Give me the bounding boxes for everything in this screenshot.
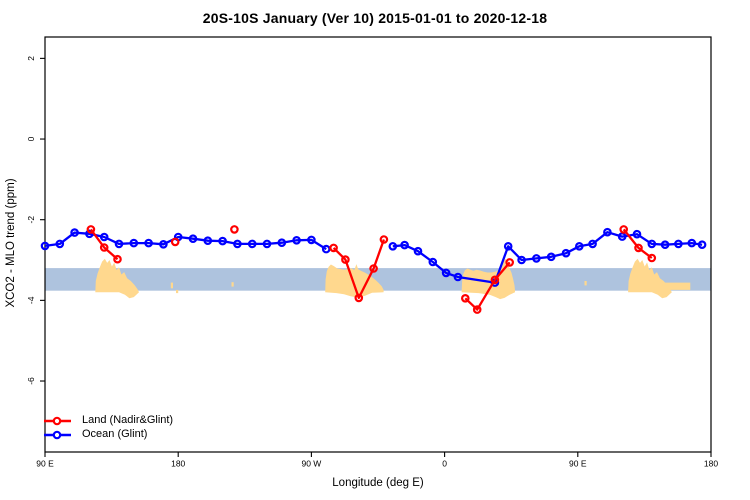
- ocean-point: [561, 248, 571, 258]
- ocean-point: [428, 257, 438, 267]
- ocean-point: [159, 240, 168, 249]
- land-mass-patch: [170, 282, 173, 289]
- ocean-point: [697, 240, 707, 250]
- highlight-band: [45, 268, 711, 291]
- ocean-point: [144, 238, 153, 248]
- y-tick-label: -6: [26, 377, 36, 385]
- legend-marker-icon: [52, 416, 62, 425]
- x-tick-label: 90 E: [36, 459, 54, 469]
- ocean-point: [617, 232, 627, 241]
- ocean-point: [85, 229, 94, 239]
- land-point: [113, 254, 122, 264]
- land-point: [341, 255, 350, 264]
- ocean-point: [99, 232, 109, 242]
- y-tick-label: 0: [26, 136, 36, 141]
- ocean-point: [233, 239, 242, 249]
- land-mass-patch: [461, 258, 515, 300]
- land-point: [490, 275, 500, 285]
- ocean-point: [40, 241, 50, 251]
- ocean-line-segment: [392, 231, 703, 284]
- ocean-point: [188, 234, 198, 244]
- land-point: [634, 243, 643, 253]
- land-point: [86, 225, 96, 234]
- land-point: [230, 225, 239, 234]
- ocean-point: [55, 239, 65, 249]
- legend-label: Ocean (Glint): [82, 428, 148, 440]
- ocean-point: [129, 238, 139, 248]
- ocean-point: [632, 229, 642, 239]
- land-mass-patch: [176, 289, 179, 294]
- chart-title: 20S-10S January (Ver 10) 2015-01-01 to 2…: [202, 10, 548, 26]
- land-point: [369, 264, 378, 273]
- ocean-point: [546, 252, 556, 262]
- ocean-point: [588, 239, 597, 249]
- ocean-point: [503, 242, 513, 251]
- legend-marker-icon: [52, 430, 62, 439]
- land-mass-patch: [95, 258, 139, 299]
- ocean-point: [674, 239, 683, 249]
- ocean-point: [660, 240, 670, 250]
- ocean-point: [247, 239, 257, 249]
- ocean-point: [388, 242, 398, 251]
- ocean-point: [687, 238, 697, 248]
- y-tick-label: -2: [26, 216, 36, 224]
- y-axis-title: XCO2 - MLO trend (ppm): [5, 178, 17, 308]
- y-tick-label: 2: [26, 56, 36, 61]
- land-mass-patch: [628, 258, 672, 299]
- legend-label: Land (Nadir&Glint): [82, 414, 174, 426]
- ocean-point: [441, 268, 451, 278]
- ocean-point: [400, 240, 409, 250]
- ocean-point: [262, 239, 272, 249]
- x-axis-title: Longitude (deg E): [332, 477, 424, 489]
- ocean-point: [292, 236, 301, 245]
- ocean-point: [453, 272, 463, 282]
- y-tick-label: -4: [26, 296, 36, 304]
- land-point: [647, 253, 657, 263]
- ocean-point: [413, 246, 423, 256]
- land-mass-patch: [231, 282, 234, 287]
- ocean-series-swatch-icon: [44, 430, 71, 439]
- land-point: [472, 305, 482, 314]
- ocean-point: [218, 236, 227, 246]
- land-point: [99, 243, 109, 252]
- ocean-point: [647, 239, 657, 249]
- ocean-point: [203, 236, 213, 246]
- land-mass-patch: [663, 282, 691, 290]
- legend-item-land: Land (Nadir&Glint): [43, 414, 173, 427]
- land-mass-patch: [584, 281, 587, 286]
- land-series-swatch-icon: [44, 416, 71, 425]
- legend-item-ocean: Ocean (Glint): [43, 428, 173, 441]
- land-point: [379, 235, 389, 244]
- land-line-segment: [622, 228, 653, 259]
- x-tick-label: 180: [171, 459, 185, 469]
- ocean-point: [603, 227, 612, 237]
- land-point: [170, 237, 180, 247]
- plot-frame: [44, 36, 712, 453]
- x-tick-label: 0: [442, 459, 447, 469]
- x-tick-label: 90 E: [569, 459, 587, 469]
- land-mass-patch: [325, 264, 384, 298]
- ocean-point: [321, 244, 331, 254]
- land-line-segment: [464, 261, 511, 311]
- land-point: [460, 293, 470, 303]
- ocean-point: [307, 235, 316, 245]
- legend: Land (Nadir&Glint) Ocean (Glint): [43, 414, 173, 441]
- ocean-point: [532, 254, 541, 263]
- land-point: [354, 293, 364, 303]
- x-tick-label: 180: [704, 459, 718, 469]
- land-point: [329, 243, 338, 253]
- ocean-point: [70, 228, 79, 237]
- ocean-point: [114, 239, 124, 249]
- ocean-point: [517, 255, 526, 265]
- land-point: [505, 258, 515, 267]
- x-tick-label: 90 W: [301, 459, 321, 469]
- ocean-point: [574, 242, 584, 251]
- land-line-segment: [332, 239, 385, 300]
- land-line-segment: [89, 228, 119, 261]
- land-point: [619, 225, 629, 234]
- ocean-point: [277, 238, 287, 248]
